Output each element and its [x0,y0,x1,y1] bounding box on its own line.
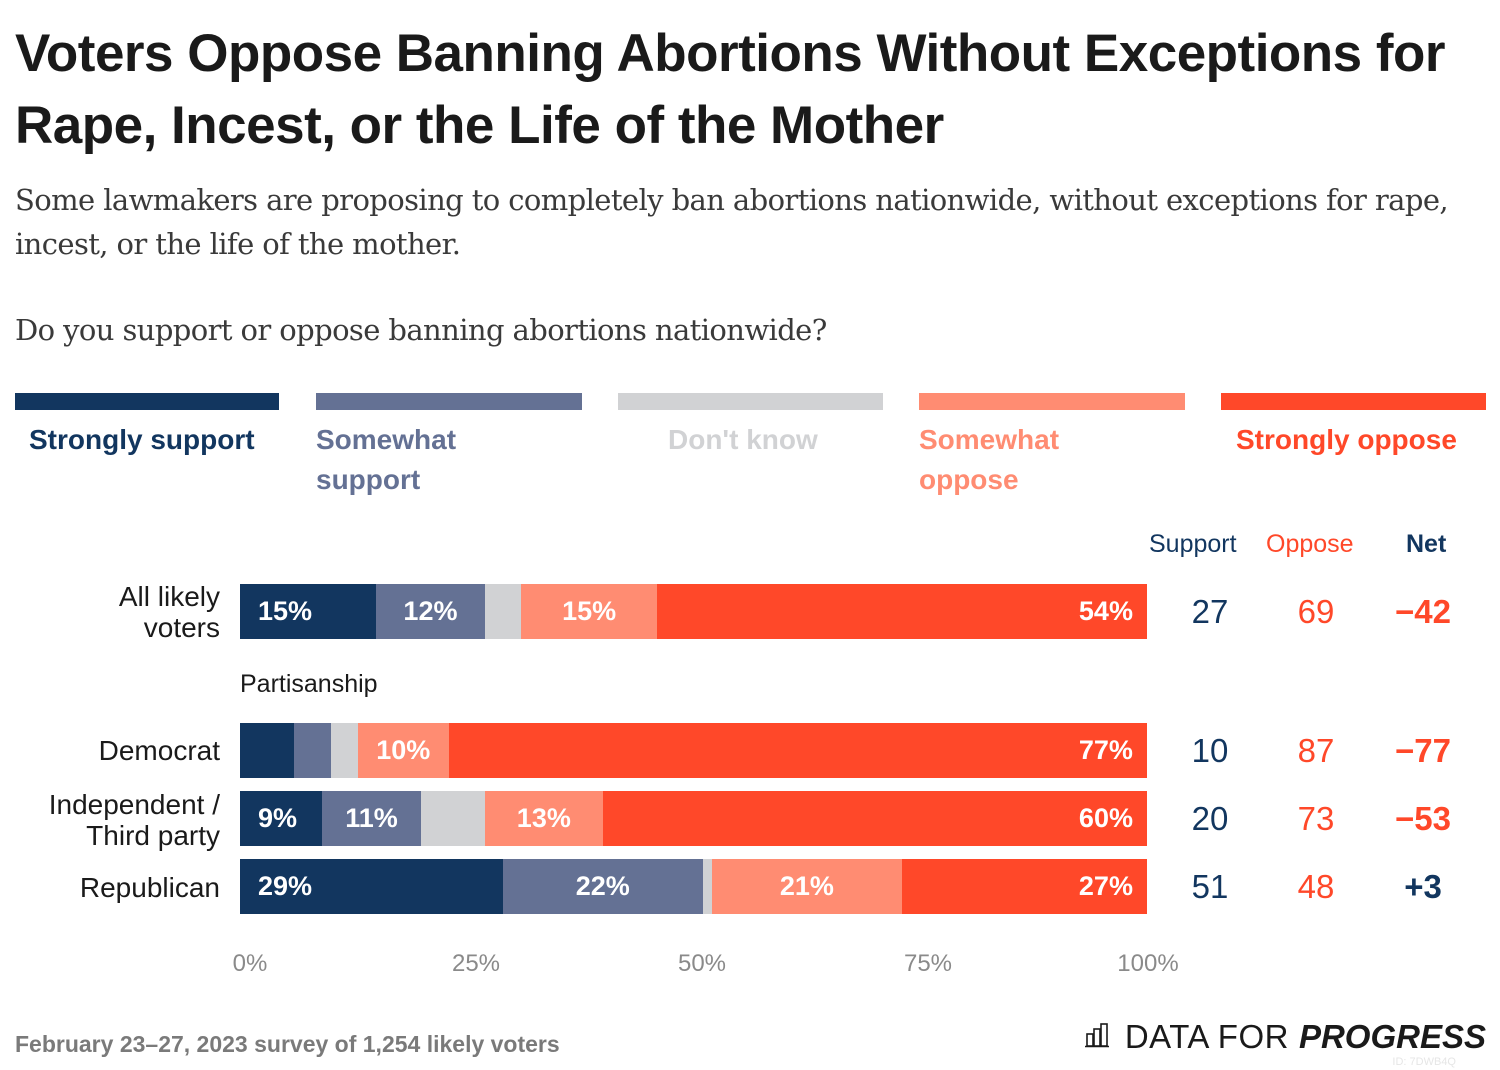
bar-segment-somewhat-support: 11% [321,791,422,846]
bar-segment-somewhat-support: 12% [376,584,485,639]
bar-segment-somewhat-oppose: 13% [484,791,603,846]
row-label: Independent / [48,789,220,820]
data-label: 21% [779,871,834,901]
support-total: 20 [1191,800,1229,837]
row-label: Democrat [98,735,220,766]
legend-label: Somewhat support [316,424,457,495]
bar-segment-strongly-support: 29% [240,859,504,914]
legend-label: Strongly support [29,424,255,455]
data-label: 27% [1078,871,1133,901]
oppose-total: 69 [1297,593,1335,630]
bar-segment-somewhat-support [294,723,331,778]
bar-segment-somewhat-oppose: 15% [521,584,658,639]
row-label: Third party [86,820,220,851]
support-total: 10 [1191,732,1229,769]
legend-item-somewhat-oppose: Somewhat oppose [919,393,1185,500]
bar-segment-strongly-support: 15% [240,584,377,639]
oppose-total: 87 [1297,732,1335,769]
net-value: −42 [1395,593,1451,630]
bar-segment-strongly-oppose: 27% [902,859,1147,914]
stacked-bar: 15% 12% 15% 54% [240,584,1147,639]
oppose-total: 48 [1297,868,1335,905]
bar-segment-dont-know [484,584,522,639]
brand-text-light: DATA FOR [1124,1018,1289,1055]
bar-segment-strongly-oppose: 54% [657,584,1147,639]
bar-segment-dont-know [702,859,712,914]
data-label: 12% [403,596,458,626]
legend-item-strongly-support: Strongly support [15,393,279,460]
brand-logo: DATA FOR PROGRESS [1084,1018,1486,1056]
legend-item-somewhat-support: Somewhat support [316,393,582,500]
legend-swatch [1221,393,1486,410]
column-header-support: Support [1149,530,1237,558]
legend-label: Somewhat oppose [919,424,1060,495]
group-label-partisanship: Partisanship [240,670,378,698]
survey-note: February 23–27, 2023 survey of 1,254 lik… [15,1031,560,1057]
data-label: 13% [516,803,571,833]
legend-label: Don't know [668,424,818,455]
stacked-bar: 10% 77% [240,723,1147,778]
net-value: −53 [1395,800,1451,837]
data-label: 29% [258,871,313,901]
bar-segment-strongly-support [240,723,295,778]
bar-chart-icon [1084,1018,1115,1056]
legend-swatch [15,393,279,410]
row-label: All likely [118,581,220,612]
chart-subtitle: Some lawmakers are proposing to complete… [15,183,1449,261]
data-label: 22% [575,871,630,901]
bar-segment-somewhat-oppose: 10% [357,723,449,778]
data-label: 11% [345,803,398,833]
legend-label: Strongly oppose [1236,424,1457,455]
support-total: 51 [1191,868,1229,905]
support-total: 27 [1191,593,1229,630]
column-header-oppose: Oppose [1266,530,1354,558]
oppose-total: 73 [1297,800,1335,837]
data-label: 15% [258,596,313,626]
bar-segment-strongly-oppose: 60% [602,791,1147,846]
stacked-bar: 29% 22% 21% 27% [240,859,1147,914]
bar-segment-dont-know [330,723,358,778]
chart-title: Voters Oppose Banning Abortions Without … [15,24,1446,155]
x-tick: 100% [1117,950,1179,977]
chart-id: ID: 7DWB4Q [1392,1056,1456,1068]
row-label: Republican [79,872,220,903]
legend-swatch [919,393,1185,410]
stacked-bar: 9% 11% 13% 60% [240,791,1147,846]
survey-question: Do you support or oppose banning abortio… [15,313,827,347]
bar-segment-strongly-support: 9% [240,791,322,846]
net-value: +3 [1404,868,1442,905]
brand-text-bold: PROGRESS [1298,1018,1486,1055]
bar-segment-somewhat-support: 22% [503,859,703,914]
legend-item-dont-know: Don't know [618,393,883,460]
bar-segment-somewhat-oppose: 21% [711,859,903,914]
x-tick: 25% [451,950,501,977]
legend-item-strongly-oppose: Strongly oppose [1221,393,1486,460]
x-tick: 75% [903,950,953,977]
x-tick: 0% [232,950,268,977]
row-label: voters [143,612,220,643]
x-tick: 50% [677,950,727,977]
legend-swatch [316,393,582,410]
bar-segment-strongly-oppose: 77% [448,723,1147,778]
data-label: 15% [562,596,617,626]
data-label: 9% [258,803,298,833]
bar-segment-dont-know [421,791,485,846]
data-label: 77% [1078,735,1133,765]
data-label: 54% [1078,596,1133,626]
data-label: 10% [376,735,431,765]
legend-swatch [618,393,883,410]
net-value: −77 [1395,732,1451,769]
data-label: 60% [1078,803,1133,833]
column-header-net: Net [1406,530,1447,558]
